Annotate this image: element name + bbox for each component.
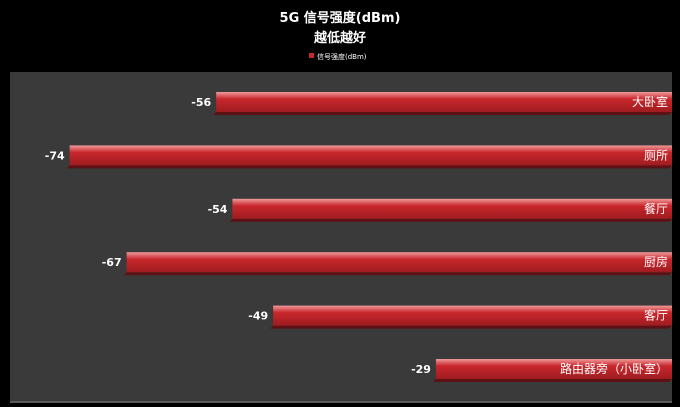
chart-subtitle: 越低越好 [313, 30, 366, 46]
bar-shadow [66, 165, 672, 169]
bar [273, 305, 672, 326]
bar-shadow [270, 325, 672, 329]
bar-shadow [123, 272, 673, 276]
bar-group: -67 厨房 [102, 252, 673, 276]
bar [435, 359, 672, 379]
category-label: 路由器旁（小卧室） [560, 361, 668, 376]
bars-layer: -56 大卧室 -74 厕所 -54 餐厅 -67 厨房 -49 客厅 -29 路由器旁（小卧室） [45, 92, 673, 382]
value-label: -74 [45, 149, 65, 162]
value-label: -49 [248, 310, 268, 323]
bar-group: -74 厕所 [45, 145, 672, 169]
bar [216, 92, 672, 112]
category-label: 客厅 [644, 308, 668, 323]
value-label: -56 [191, 96, 211, 109]
bar-group: -49 客厅 [248, 305, 672, 329]
value-label: -67 [102, 256, 122, 269]
legend: 信号强度(dBm) [309, 52, 367, 61]
bar [126, 252, 673, 273]
value-label: -29 [411, 363, 431, 376]
chart-title: 5G 信号强度(dBm) [280, 10, 401, 26]
plot-area [10, 72, 672, 403]
legend-swatch [309, 53, 314, 58]
bar [232, 198, 672, 219]
bar-group: -56 大卧室 [191, 92, 672, 115]
category-label: 大卧室 [632, 94, 668, 109]
legend-label: 信号强度(dBm) [317, 52, 367, 61]
category-label: 餐厅 [644, 201, 668, 216]
bar-shadow [213, 112, 672, 115]
category-label: 厕所 [644, 148, 668, 162]
bar-group: -54 餐厅 [208, 198, 672, 222]
bar-shadow [229, 218, 672, 222]
value-label: -54 [208, 203, 228, 216]
bar-group: -29 路由器旁（小卧室） [411, 359, 672, 382]
bar [69, 145, 672, 166]
bar-shadow [432, 379, 672, 382]
category-label: 厨房 [644, 254, 668, 269]
